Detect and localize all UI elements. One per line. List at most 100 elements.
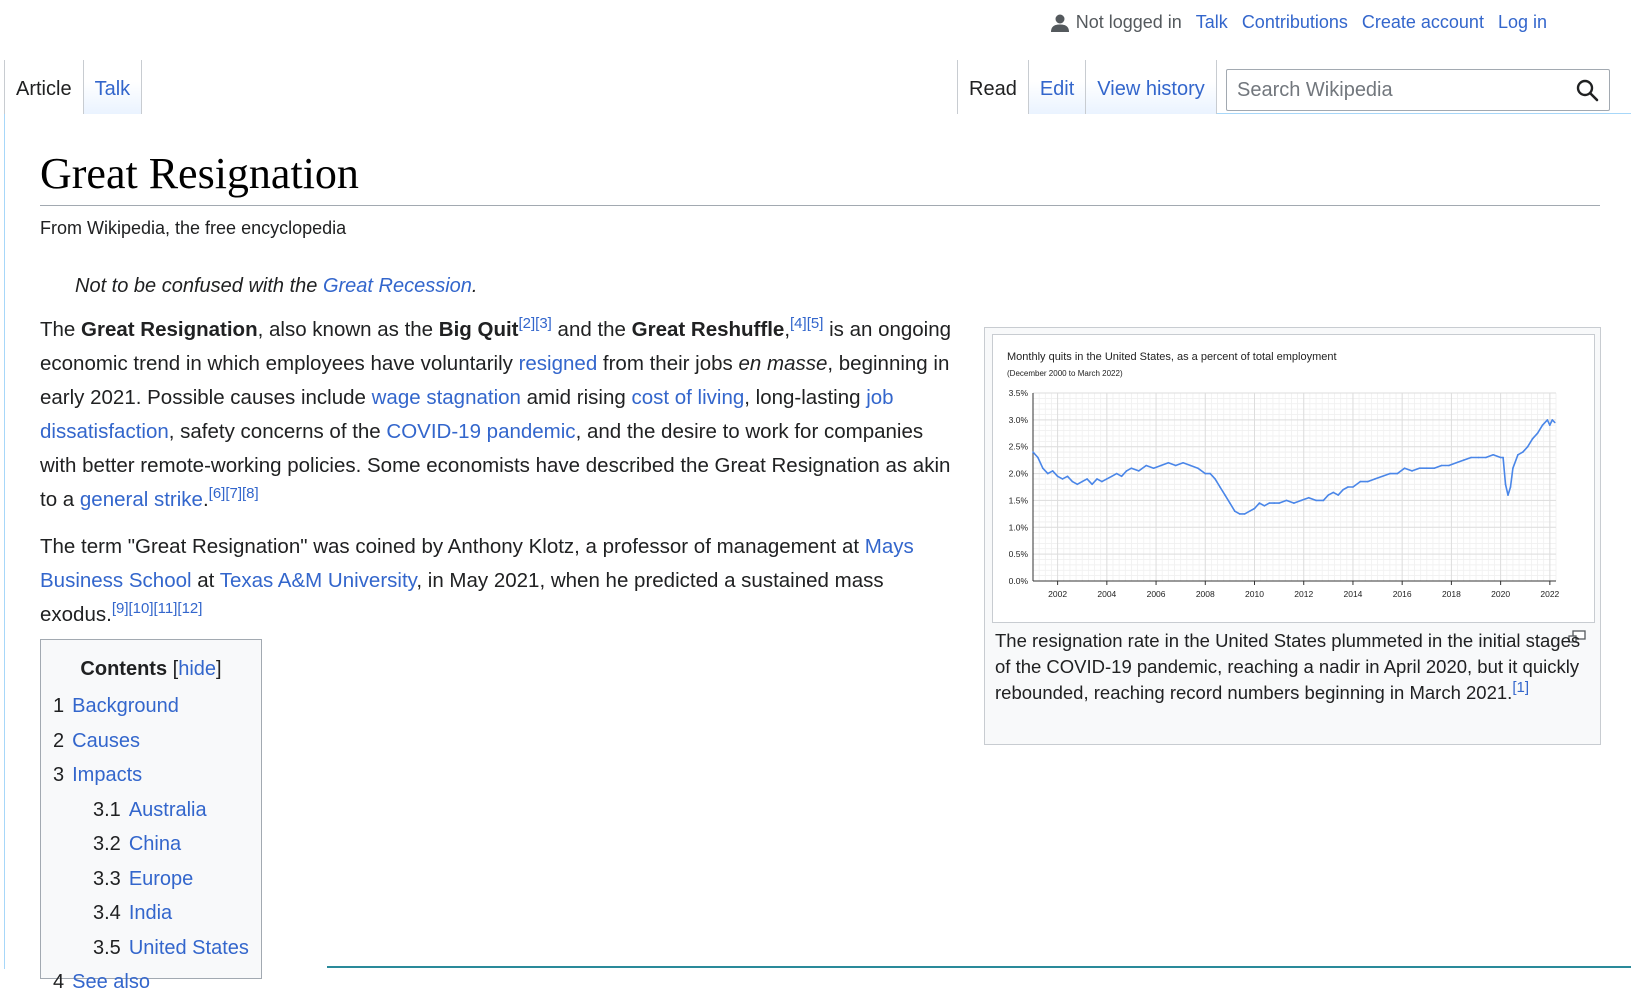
toc-item[interactable]: 3.3 Europe bbox=[41, 862, 261, 897]
toc-item[interactable]: 2 Causes bbox=[41, 724, 261, 759]
citation-link[interactable]: [9][10][11][12] bbox=[111, 600, 203, 618]
tab-edit[interactable]: Edit bbox=[1028, 60, 1087, 114]
tab-talk[interactable]: Talk bbox=[83, 60, 143, 114]
y-tick-label: 3.0% bbox=[1009, 415, 1029, 425]
title-divider bbox=[40, 205, 1600, 206]
data-point bbox=[1389, 472, 1391, 475]
data-point bbox=[1197, 467, 1199, 469]
quits-chart: Monthly quits in the United States, as a… bbox=[1007, 351, 1560, 599]
data-point bbox=[1066, 475, 1069, 478]
toc-link[interactable]: India bbox=[128, 902, 173, 924]
text-run: and the bbox=[551, 318, 632, 341]
x-tick-label: 2004 bbox=[1097, 589, 1116, 599]
data-point bbox=[1086, 478, 1088, 480]
toc-link[interactable]: Causes bbox=[72, 729, 140, 752]
text-run: , in May 2021, when he predicted a susta… bbox=[40, 569, 884, 626]
toc-link[interactable]: China bbox=[128, 833, 182, 855]
data-point bbox=[1455, 462, 1458, 464]
toc-title: Contents bbox=[80, 658, 168, 680]
data-point bbox=[1440, 464, 1443, 467]
toc-item[interactable]: 3.5 United States bbox=[41, 931, 261, 966]
wiki-link[interactable]: Texas A&M University bbox=[219, 569, 417, 592]
chart-title: Monthly quits in the United States, as a… bbox=[1007, 351, 1337, 363]
data-point bbox=[1138, 470, 1140, 472]
data-point bbox=[1396, 472, 1399, 475]
tab-view-history[interactable]: View history bbox=[1086, 60, 1217, 114]
data-point bbox=[1541, 424, 1544, 426]
tab-read[interactable]: Read bbox=[957, 60, 1029, 114]
contributions-link[interactable]: Contributions bbox=[1241, 12, 1348, 32]
data-point bbox=[1061, 478, 1064, 480]
data-point bbox=[1403, 467, 1406, 469]
page-title: Great Resignation bbox=[40, 149, 359, 198]
search-icon[interactable] bbox=[1575, 78, 1599, 102]
data-point bbox=[1352, 486, 1354, 488]
caption-ref[interactable]: [1] bbox=[1512, 678, 1529, 696]
toc-link[interactable]: Europe bbox=[128, 867, 194, 890]
data-point bbox=[1258, 502, 1261, 504]
citation-link[interactable]: [4][5] bbox=[790, 315, 824, 333]
search-input[interactable] bbox=[1227, 77, 1569, 103]
data-point bbox=[1485, 456, 1487, 459]
data-point bbox=[1106, 478, 1108, 480]
data-point bbox=[1554, 421, 1556, 424]
not-logged-in-label: Not logged in bbox=[1075, 12, 1182, 32]
x-tick-label: 2014 bbox=[1343, 589, 1362, 599]
data-point bbox=[1315, 499, 1317, 502]
citation-link[interactable]: [2][3] bbox=[518, 315, 552, 333]
data-point bbox=[1433, 467, 1435, 469]
wiki-link[interactable]: Mays Business School bbox=[40, 535, 914, 592]
toc-item[interactable]: 3 Impacts bbox=[41, 758, 261, 793]
italic-text: en masse bbox=[738, 352, 828, 375]
data-point bbox=[1214, 478, 1216, 480]
data-point bbox=[1204, 472, 1207, 475]
data-point bbox=[1381, 475, 1384, 478]
toc-item[interactable]: 3.1 Australia bbox=[41, 793, 261, 828]
data-point bbox=[1101, 480, 1103, 483]
citation: [4][5] bbox=[790, 315, 823, 332]
toc-link[interactable]: Background bbox=[72, 695, 179, 717]
toc-link[interactable]: United States bbox=[128, 936, 249, 959]
data-point bbox=[1418, 467, 1421, 469]
wiki-link[interactable]: job dissatisfaction bbox=[40, 386, 894, 443]
data-point bbox=[1091, 483, 1093, 486]
text-run: . bbox=[202, 488, 209, 511]
wiki-link[interactable]: general strike bbox=[79, 488, 203, 511]
citation-link[interactable]: [6][7][8] bbox=[208, 485, 259, 503]
great-recession-link[interactable]: Great Recession bbox=[322, 275, 472, 297]
toc-link[interactable]: Impacts bbox=[72, 764, 143, 786]
data-point bbox=[1056, 475, 1059, 478]
data-point bbox=[1546, 419, 1549, 421]
toc-link[interactable]: See also bbox=[72, 971, 150, 993]
data-point bbox=[1327, 494, 1330, 496]
toc-item[interactable]: 4 See also bbox=[41, 965, 261, 1000]
data-point bbox=[1374, 478, 1376, 480]
data-point bbox=[1517, 454, 1519, 456]
toc-number: 4 bbox=[53, 971, 65, 993]
toc-item[interactable]: 3.2 China bbox=[41, 827, 261, 862]
wiki-link[interactable]: COVID-19 pandemic bbox=[386, 420, 576, 443]
data-point bbox=[1411, 470, 1413, 472]
text-run: from their jobs bbox=[597, 352, 739, 375]
wiki-link[interactable]: resigned bbox=[518, 352, 598, 375]
talk-link[interactable]: Talk bbox=[1195, 12, 1228, 32]
data-point bbox=[1167, 462, 1170, 464]
data-point bbox=[1322, 499, 1325, 502]
toc-link[interactable]: Australia bbox=[128, 798, 207, 821]
toc-hide-toggle[interactable]: hide bbox=[178, 658, 217, 680]
text-run: , bbox=[784, 318, 791, 341]
wiki-link[interactable]: wage stagnation bbox=[371, 386, 521, 409]
content-border bbox=[4, 114, 5, 969]
tab-article[interactable]: Article bbox=[4, 60, 84, 114]
toc-item[interactable]: 3.4 India bbox=[41, 896, 261, 931]
create-account-link[interactable]: Create account bbox=[1361, 12, 1484, 32]
chart-figure: Monthly quits in the United States, as a… bbox=[984, 327, 1601, 745]
data-point bbox=[1462, 459, 1465, 461]
site-tagline: From Wikipedia, the free encyclopedia bbox=[40, 218, 347, 238]
login-link[interactable]: Log in bbox=[1497, 12, 1547, 32]
magnify-icon[interactable] bbox=[1568, 630, 1586, 644]
toc-item[interactable]: 1 Background bbox=[41, 689, 261, 724]
data-point bbox=[1499, 456, 1502, 459]
wiki-link[interactable]: cost of living bbox=[631, 386, 745, 409]
x-tick-label: 2002 bbox=[1048, 589, 1067, 599]
